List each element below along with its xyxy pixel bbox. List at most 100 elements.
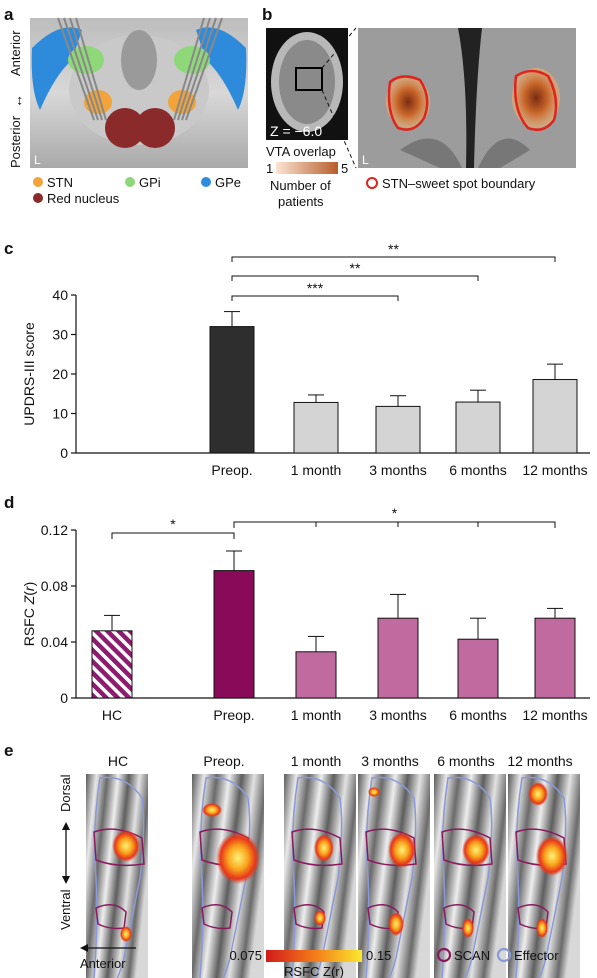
y-axis-label: RSFC Z(r): [21, 582, 37, 647]
legend-gpi-swatch: [125, 177, 135, 187]
activation-blob: [462, 834, 490, 866]
effector-outline: [515, 776, 567, 978]
vta-overlap-colorbar: VTA overlap 1 5 Number of patients: [266, 144, 348, 209]
axis-posterior-label: Posterior: [8, 115, 23, 168]
zoom-line-bottom: [321, 89, 357, 169]
x-tick-label-3-months: 3 months: [369, 707, 427, 723]
bar-12-months: [534, 617, 576, 699]
effector-outline: [199, 776, 251, 978]
panel-e-legend: SCAN Effector: [436, 947, 559, 963]
effector-outline: [93, 776, 145, 978]
panel-e-column-title: HC: [108, 753, 128, 769]
vta-caption-line1: Number of: [270, 178, 331, 193]
arrow-up-icon: [62, 822, 70, 830]
boundary-legend-label: STN–sweet spot boundary: [382, 176, 536, 191]
activation-blob: [314, 910, 326, 926]
legend-red-nucleus-swatch: [33, 193, 43, 203]
x-tick-label-3-months: 3 months: [369, 462, 427, 478]
activation-blob: [528, 782, 548, 806]
effector-outline: [291, 776, 343, 978]
panel-e-column-12-months: 12 months: [507, 753, 580, 978]
activation-blob: [368, 787, 380, 797]
significance-bracket: [233, 521, 556, 528]
activation-blob: [536, 918, 548, 938]
legend-gpi-label: GPi: [139, 175, 161, 190]
significance-label: ***: [307, 280, 324, 296]
x-tick-label-preop: Preop.: [213, 707, 254, 723]
y-tick-label: 0.12: [41, 522, 68, 538]
panel-e-image-background: [508, 774, 580, 978]
panel-e-images: HC Preop. 1 month 3 months 6 months 12 months: [86, 753, 580, 978]
effector-outline: [365, 776, 417, 978]
bar-6-months: [455, 401, 501, 454]
rsfc-colorbar: 0.075 0.15 RSFC Z(r): [229, 948, 391, 978]
vta-colorbar-min: 1: [266, 161, 273, 176]
legend-stn-swatch: [33, 177, 43, 187]
panel-e-column-hc: HC: [86, 753, 148, 978]
panel-d-label: d: [4, 493, 14, 512]
zoom-line-top: [321, 27, 357, 69]
axis-arrow-icon: ↔: [9, 94, 25, 108]
y-tick-label: 0: [60, 445, 68, 461]
activation-blob: [112, 830, 140, 862]
bar-hc: [91, 630, 133, 699]
significance-label: **: [388, 241, 399, 257]
scan-outline: [293, 904, 325, 930]
panel-c-label: c: [4, 239, 13, 258]
bar-6-months: [457, 638, 499, 699]
panel-e-image-background: [284, 774, 356, 978]
panel-e-image-background: [358, 774, 430, 978]
scan-outline: [201, 904, 233, 930]
activation-blob: [120, 926, 132, 942]
significance-bracket: [231, 256, 556, 262]
bar-1-month: [295, 651, 337, 699]
vta-caption-line2: patients: [278, 194, 324, 209]
activation-blob: [388, 832, 416, 868]
y-tick-label: 0: [60, 690, 68, 706]
panel-b-label: b: [262, 5, 272, 24]
scan-outline: [93, 828, 145, 867]
activation-blob: [536, 836, 568, 876]
scan-legend-label: SCAN: [454, 948, 490, 963]
anterior-label: Anterior: [80, 956, 126, 971]
x-tick-label-12-months: 12 months: [522, 462, 587, 478]
scan-outline: [441, 828, 493, 867]
effector-outline: [441, 776, 493, 978]
boundary-legend-icon: [366, 177, 378, 189]
arrow-down-icon: [62, 876, 70, 884]
chart-c: 0 10 20 30 40 UPDRS-III score Preop. 1 month 3 m…: [21, 241, 590, 478]
panel-e-column-3-months: 3 months: [358, 753, 430, 978]
significance-label: *: [392, 505, 398, 521]
bar-3-months: [375, 405, 421, 454]
bar-preop: [209, 326, 255, 454]
axis-anterior-label: Anterior: [8, 30, 23, 76]
scan-legend-icon: [436, 947, 452, 963]
panel-e-column-1-month: 1 month: [284, 753, 356, 978]
vta-colorbar-max: 5: [341, 161, 348, 176]
chart-d: 0 0.04 0.08 0.12 RSFC Z(r) HC Preop. 1 month 3 m…: [21, 505, 590, 723]
activation-blob: [314, 834, 334, 862]
activation-blob: [202, 803, 222, 817]
legend-gpe-label: GPe: [215, 175, 241, 190]
activation-blob: [216, 832, 260, 884]
panel-e-column-6-months: 6 months: [434, 753, 506, 978]
y-tick-label: 20: [52, 366, 68, 382]
y-tick-label: 10: [52, 406, 68, 422]
boundary-legend: STN–sweet spot boundary: [366, 176, 536, 191]
significance-bracket: [231, 295, 399, 301]
arrow-left-icon: [80, 944, 88, 952]
panel-e-column-title: 3 months: [361, 753, 419, 769]
significance-label: *: [170, 516, 176, 532]
panel-a-legend: STN GPi GPe Red nucleus: [33, 175, 241, 206]
legend-stn-label: STN: [47, 175, 73, 190]
z-coordinate-label: Z = −6.0: [270, 123, 322, 139]
y-tick-label: 0.08: [41, 578, 68, 594]
panel-e-column-title: Preop.: [203, 753, 244, 769]
y-tick-label: 40: [52, 287, 68, 303]
panel-e-column-title: 12 months: [507, 753, 572, 769]
x-tick-label-6-months: 6 months: [449, 707, 507, 723]
panel-e-column-preop: Preop.: [192, 753, 264, 978]
rsfc-colorbar-title: RSFC Z(r): [284, 964, 344, 978]
significance-bracket: [231, 275, 479, 281]
bar-preop: [213, 570, 255, 699]
